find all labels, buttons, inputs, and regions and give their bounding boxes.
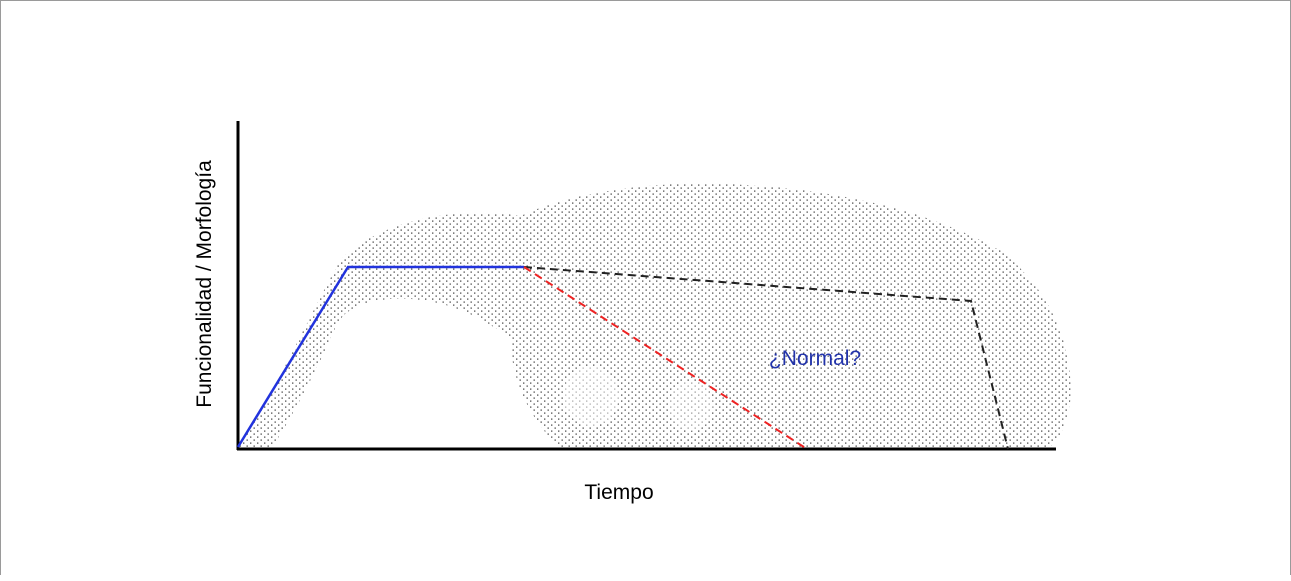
- region-gap: [563, 366, 619, 426]
- development-plateau-line: [236, 265, 524, 448]
- y-axis-label: Funcionalidad / Morfología: [193, 160, 216, 408]
- region-gap: [669, 381, 713, 431]
- stippled-region: [237, 183, 1071, 449]
- pathological-decline-line: [523, 266, 808, 450]
- x-axis-label: Tiempo: [584, 481, 653, 504]
- normal-aging-line: [523, 266, 1009, 450]
- region-label: ¿Normal?: [769, 347, 861, 370]
